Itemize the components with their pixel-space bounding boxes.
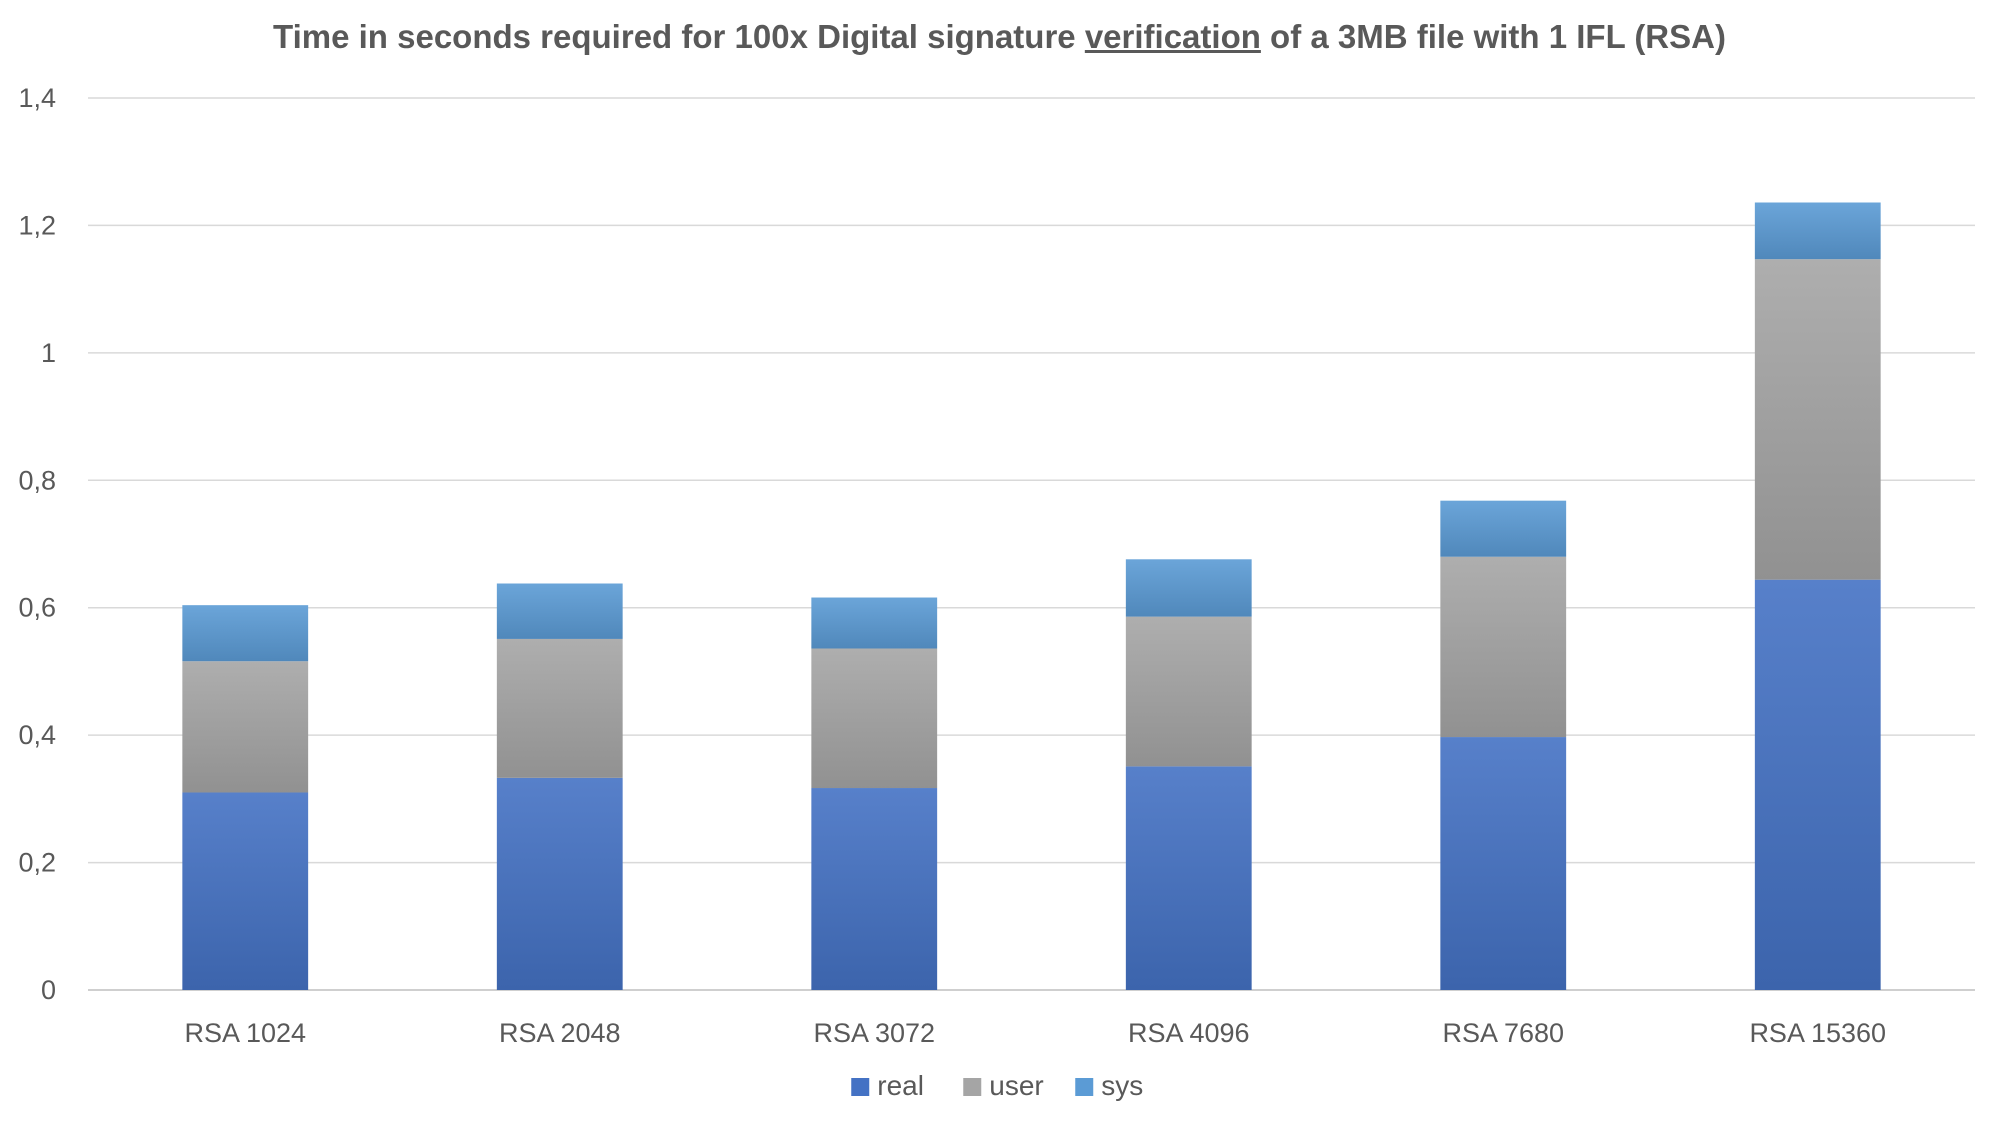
bar-stack-rsa-3072: [811, 597, 938, 990]
bar-segment-sys: [1440, 500, 1567, 557]
y-tick-label: 1,2: [18, 210, 56, 240]
x-category-label: RSA 4096: [1128, 1018, 1250, 1048]
x-category-label: RSA 15360: [1749, 1018, 1886, 1048]
bar-segment-user: [811, 648, 938, 789]
legend-label: sys: [1101, 1070, 1143, 1101]
legend-item-sys: sys: [1075, 1070, 1143, 1101]
y-axis-tick-labels: 0 0,2 0,4 0,6 0,8 1 1,2 1,4: [18, 83, 56, 1005]
bar-segment-sys: [811, 597, 938, 649]
legend-label: real: [877, 1070, 924, 1101]
gridlines: [88, 97, 1975, 991]
chart-title: Time in seconds required for 100x Digita…: [0, 18, 1999, 56]
x-category-label: RSA 1024: [184, 1018, 306, 1048]
bar-segment-user: [1754, 259, 1881, 580]
y-tick-label: 0: [41, 975, 56, 1005]
legend-swatch: [851, 1078, 870, 1096]
bars: [182, 202, 1881, 990]
legend-item-real: real: [851, 1070, 924, 1101]
legend-item-user: user: [963, 1070, 1044, 1101]
y-tick-label: 0,2: [18, 848, 56, 878]
x-category-label: RSA 7680: [1442, 1018, 1564, 1048]
x-category-label: RSA 2048: [499, 1018, 621, 1048]
bar-segment-real: [1125, 766, 1252, 990]
bar-stack-rsa-15360: [1754, 202, 1881, 990]
bar-segment-real: [811, 788, 938, 990]
y-tick-label: 1: [41, 338, 56, 368]
bar-segment-user: [496, 638, 623, 778]
bar-segment-user: [1440, 556, 1567, 738]
chart-title-part-1: Time in seconds required for 100x Digita…: [273, 18, 1085, 55]
bar-stack-rsa-4096: [1125, 559, 1252, 990]
legend-swatch: [1075, 1078, 1094, 1096]
bar-segment-sys: [182, 605, 309, 662]
y-tick-label: 1,4: [18, 83, 56, 113]
legend: real user sys: [851, 1070, 1143, 1101]
y-tick-label: 0,8: [18, 465, 56, 495]
bar-segment-user: [1125, 616, 1252, 767]
x-axis-category-labels: RSA 1024 RSA 2048 RSA 3072 RSA 4096 RSA 7680…: [184, 1018, 1886, 1048]
bar-segment-sys: [496, 583, 623, 639]
x-category-label: RSA 3072: [813, 1018, 935, 1048]
bar-segment-user: [182, 661, 309, 793]
y-tick-label: 0,6: [18, 593, 56, 623]
bar-stack-rsa-1024: [182, 605, 309, 990]
bar-stack-rsa-7680: [1440, 500, 1567, 990]
y-tick-label: 0,4: [18, 720, 56, 750]
bar-segment-real: [1754, 579, 1881, 990]
chart-title-part-3: of a 3MB file with 1 IFL (RSA): [1260, 18, 1726, 55]
bar-segment-real: [496, 777, 623, 990]
bar-segment-sys: [1125, 559, 1252, 617]
bar-segment-real: [1440, 737, 1567, 990]
bar-stack-rsa-2048: [496, 583, 623, 990]
chart-title-emphasis: verification: [1084, 18, 1261, 55]
bar-segment-sys: [1754, 202, 1881, 260]
legend-label: user: [989, 1070, 1043, 1101]
legend-swatch: [963, 1078, 982, 1096]
bar-segment-real: [182, 792, 309, 990]
